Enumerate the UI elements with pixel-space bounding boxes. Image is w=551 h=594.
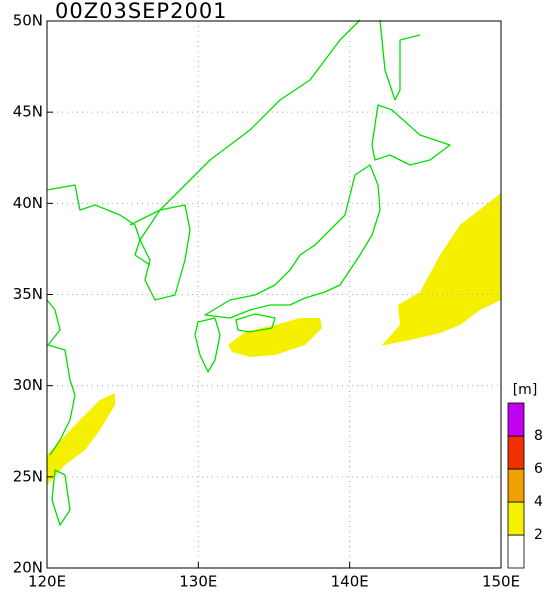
colorbar-label: 2 <box>534 527 543 543</box>
colorbar-label: 6 <box>534 461 543 477</box>
y-tick-label: 20N <box>13 559 43 577</box>
coastline <box>379 19 421 101</box>
x-tick-label: 140E <box>331 573 369 591</box>
colorbar-unit: [m] <box>513 382 538 398</box>
coastline <box>139 204 191 301</box>
y-tick-label: 25N <box>13 467 43 485</box>
coastline <box>371 104 451 166</box>
wave-region <box>382 193 501 345</box>
grid <box>46 20 502 569</box>
colorbar-swatch <box>507 435 525 470</box>
title: 00Z03SEP2001 <box>55 0 228 23</box>
colorbar: [m] 2 4 6 8 <box>507 382 543 569</box>
x-tick-label: 150E <box>482 573 520 591</box>
y-tick-label: 50N <box>13 12 43 30</box>
wave-region <box>228 318 322 357</box>
wave-region <box>47 393 115 485</box>
y-tick-label: 30N <box>13 376 43 394</box>
coastline <box>46 184 151 266</box>
coastline <box>129 19 361 226</box>
colorbar-swatch <box>507 534 525 569</box>
y-tick-label: 40N <box>13 194 43 212</box>
colorbar-swatch <box>507 402 525 437</box>
coastline <box>235 313 276 333</box>
x-tick-label: 120E <box>28 573 66 591</box>
colorbar-label: 4 <box>534 494 543 510</box>
axes: 120E 130E 140E 150E 20N 25N 30N 35N 40N 45N 50N <box>13 12 520 591</box>
colorbar-swatch <box>507 468 525 503</box>
colorbar-swatch <box>507 501 525 536</box>
y-tick-label: 35N <box>13 285 43 303</box>
wave-height-fill <box>47 193 501 485</box>
colorbar-label: 8 <box>534 428 543 444</box>
y-tick-label: 45N <box>13 103 43 121</box>
coastline <box>51 469 71 526</box>
coastlines <box>46 19 451 526</box>
coastline <box>46 299 76 456</box>
coastline <box>204 164 381 319</box>
x-tick-label: 130E <box>179 573 217 591</box>
coastline <box>194 317 221 373</box>
